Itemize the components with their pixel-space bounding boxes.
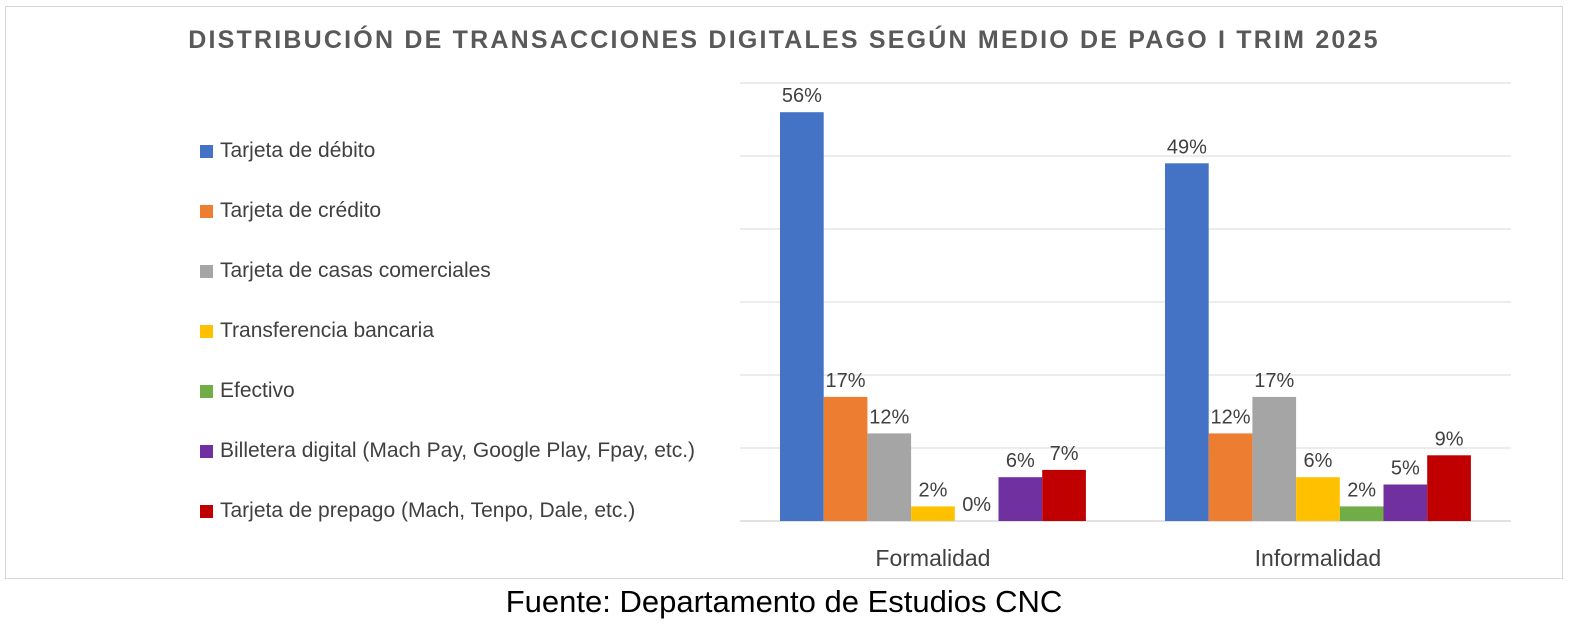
legend-label: Tarjeta de casas comerciales: [220, 259, 491, 282]
data-label: 9%: [1435, 428, 1464, 450]
bar: [911, 506, 955, 521]
legend-swatch: [200, 325, 213, 338]
chart-title: DISTRIBUCIÓN DE TRANSACCIONES DIGITALES …: [188, 26, 1380, 54]
category-label: Formalidad: [875, 545, 990, 571]
legend-item: Tarjeta de prepago (Mach, Tenpo, Dale, e…: [200, 496, 760, 526]
category-label: Informalidad: [1255, 545, 1382, 571]
legend-item: Tarjeta de crédito: [200, 196, 760, 226]
legend-item: Tarjeta de casas comerciales: [200, 256, 760, 286]
legend-label: Tarjeta de prepago (Mach, Tenpo, Dale, e…: [220, 499, 636, 522]
data-label: 56%: [782, 85, 822, 107]
bar: [1296, 477, 1340, 521]
bar: [780, 112, 824, 521]
data-label: 17%: [826, 370, 866, 392]
data-label: 2%: [1347, 479, 1376, 501]
legend-label: Efectivo: [220, 379, 295, 402]
legend-swatch: [200, 205, 213, 218]
legend-label: Transferencia bancaria: [220, 319, 434, 342]
bar: [1165, 163, 1209, 522]
legend-swatch: [200, 265, 213, 278]
data-label: 6%: [1303, 450, 1332, 472]
bar: [1427, 455, 1471, 521]
data-label: 49%: [1167, 136, 1207, 158]
data-label: 12%: [1211, 406, 1251, 428]
bar: [1339, 506, 1384, 521]
bar: [1383, 484, 1428, 521]
legend-label: Billetera digital (Mach Pay, Google Play…: [220, 439, 696, 462]
data-label: 12%: [869, 406, 909, 428]
bar: [1208, 433, 1253, 521]
legend-item: Efectivo: [200, 376, 760, 406]
legend-item: Transferencia bancaria: [200, 316, 760, 346]
data-label: 5%: [1391, 458, 1420, 480]
data-label: 2%: [918, 479, 947, 501]
legend-swatch: [200, 145, 213, 158]
bar: [1042, 469, 1086, 521]
legend-label: Tarjeta de débito: [220, 139, 376, 162]
bar: [998, 477, 1043, 521]
legend-swatch: [200, 505, 213, 518]
legend-label: Tarjeta de crédito: [220, 199, 382, 222]
bar: [1252, 396, 1297, 521]
data-label: 6%: [1006, 450, 1035, 472]
legend-swatch: [200, 445, 213, 458]
data-label: 7%: [1050, 443, 1079, 465]
data-label: 0%: [962, 494, 991, 516]
legend-swatch: [200, 385, 213, 398]
data-label: 17%: [1254, 370, 1294, 392]
legend-item: Tarjeta de débito: [200, 136, 760, 166]
bar: [823, 396, 868, 521]
bar: [867, 433, 912, 521]
source-note: Fuente: Departamento de Estudios CNC: [505, 584, 1063, 619]
legend-item: Billetera digital (Mach Pay, Google Play…: [200, 436, 760, 466]
